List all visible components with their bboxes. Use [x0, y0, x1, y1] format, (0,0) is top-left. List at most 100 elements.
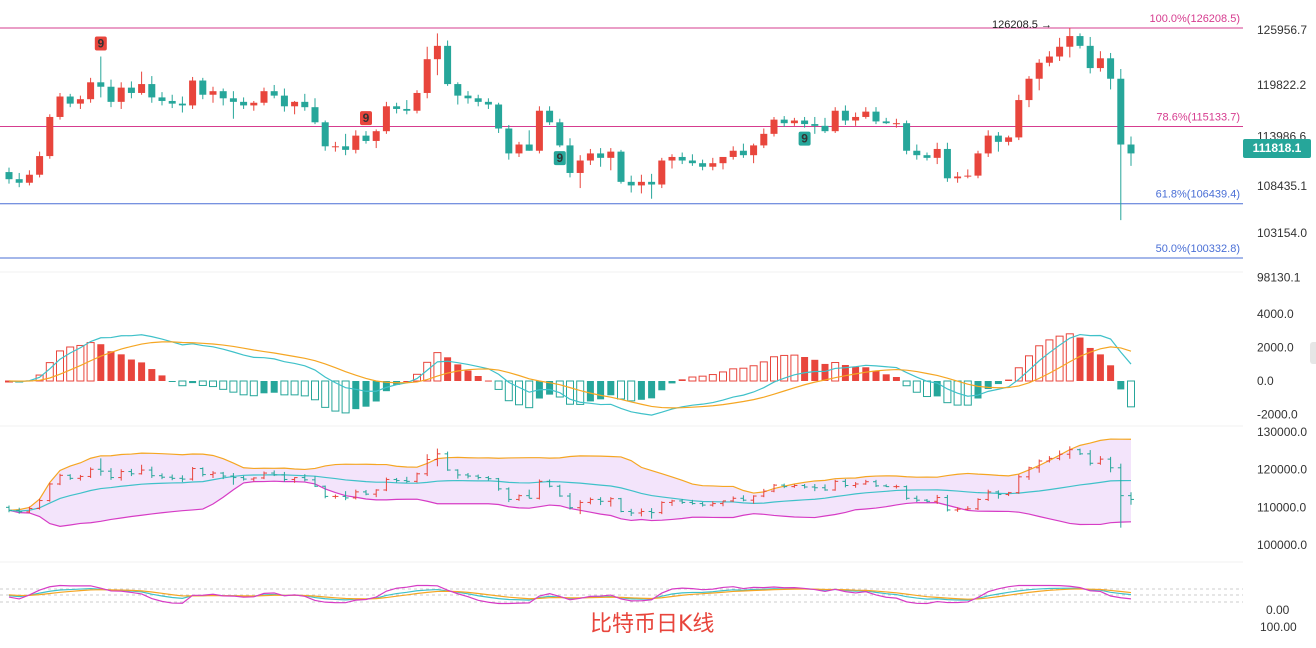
- candle-body: [270, 91, 278, 96]
- td-marker-text: 9: [97, 37, 104, 51]
- macd-histogram-bar: [801, 357, 809, 381]
- macd-histogram-bar: [76, 344, 85, 382]
- macd-histogram-bar: [239, 380, 248, 396]
- candle-body: [535, 110, 543, 151]
- candle-body: [138, 84, 146, 93]
- macd-histogram-bar: [178, 380, 187, 387]
- macd-histogram-bar: [708, 374, 717, 382]
- candle-body: [107, 86, 115, 102]
- candle-body: [811, 124, 819, 126]
- candle-body: [56, 96, 64, 117]
- macd-histogram-bar: [1117, 381, 1125, 390]
- candle-body: [678, 156, 686, 161]
- candle-body: [1025, 78, 1033, 101]
- candle-body: [1045, 56, 1053, 63]
- candle-body: [1066, 36, 1074, 47]
- candle-body: [311, 107, 319, 123]
- macd-histogram-bar: [403, 380, 411, 382]
- candle-body: [229, 98, 237, 102]
- candle-body: [331, 146, 339, 148]
- candle-body: [617, 151, 625, 182]
- td-marker-text: 9: [363, 111, 370, 125]
- macd-histogram-bar: [576, 380, 585, 405]
- candle-body: [413, 92, 421, 111]
- macd-histogram-bar: [790, 354, 799, 382]
- price-axis-tick: 108435.1: [1257, 179, 1307, 193]
- candle-body: [66, 96, 74, 104]
- macd-histogram-bar: [617, 380, 625, 400]
- candle-body: [250, 102, 258, 106]
- td-sequential-marker: [798, 131, 811, 146]
- price-axis-tick: 103154.0: [1257, 226, 1307, 240]
- macd-histogram-bar: [352, 381, 360, 410]
- candle-body: [872, 111, 880, 122]
- candle-body: [923, 155, 931, 158]
- candle-body: [5, 172, 13, 180]
- macd-histogram-bar: [811, 359, 819, 381]
- macd-histogram-bar: [739, 367, 748, 382]
- candle-body: [658, 160, 666, 185]
- kdj-axis-tick: 100.00: [1260, 620, 1297, 634]
- macd-histogram-bar: [597, 381, 605, 400]
- candle-body: [1035, 62, 1043, 79]
- last-price-tag: 111818.1: [1243, 139, 1311, 158]
- macd-histogram-bar: [1045, 339, 1054, 382]
- candle-body: [943, 148, 951, 179]
- macd-histogram-bar: [382, 381, 390, 392]
- td-sequential-marker: [360, 111, 372, 126]
- candle-body: [729, 150, 737, 157]
- candle-body: [76, 99, 84, 104]
- fib-level-label: 50.0%(100332.8): [1156, 243, 1240, 255]
- candle-body: [515, 144, 523, 154]
- macd-histogram-bar: [862, 367, 870, 381]
- candle-body: [882, 121, 890, 124]
- candle-body: [321, 122, 329, 147]
- candle-body: [699, 163, 707, 167]
- candle-body: [964, 175, 972, 177]
- candle-body: [362, 135, 370, 141]
- macd-histogram-bar: [189, 381, 197, 384]
- candle-body: [892, 123, 900, 125]
- macd-histogram-bar: [546, 381, 554, 395]
- candle-body: [178, 103, 186, 106]
- candle-body: [36, 156, 44, 175]
- macd-histogram-bar: [902, 380, 911, 387]
- boll-upper-band: [8, 438, 1132, 511]
- macd-histogram-bar: [1065, 333, 1074, 382]
- candle-body: [1056, 46, 1064, 57]
- macd-histogram-bar: [627, 380, 636, 402]
- panel-collapse-handle[interactable]: [1310, 342, 1316, 364]
- macd-histogram-bar: [260, 381, 268, 394]
- boll-axis-tick: 110000.0: [1257, 500, 1306, 514]
- macd-histogram-bar: [464, 370, 472, 381]
- td-marker-text: 9: [801, 132, 808, 146]
- macd-histogram-bar: [688, 376, 697, 382]
- candle-body: [1117, 78, 1125, 145]
- macd-histogram-bar: [107, 351, 115, 381]
- candle-body: [495, 104, 503, 129]
- kdj-j-line: [8, 584, 1132, 605]
- price-axis-tick: 119822.2: [1257, 78, 1306, 92]
- macd-histogram-bar: [974, 381, 982, 399]
- macd-axis-tick: -2000.0: [1257, 408, 1298, 422]
- candle-body: [801, 120, 809, 125]
- price-axis-tick: 98130.1: [1257, 271, 1301, 285]
- macd-histogram-bar: [454, 364, 462, 381]
- macd-histogram-bar: [1076, 337, 1084, 381]
- macd-histogram-bar: [433, 352, 442, 382]
- candle-body: [291, 101, 299, 107]
- macd-axis-tick: 2000.0: [1257, 341, 1294, 355]
- macd-histogram-bar: [97, 344, 105, 381]
- macd-histogram-bar: [555, 380, 564, 398]
- td-marker-text: 9: [556, 151, 563, 165]
- macd-histogram-bar: [280, 380, 289, 396]
- candle-body: [1015, 100, 1023, 138]
- kdj-axis-tick: 0.00: [1266, 603, 1290, 617]
- macd-histogram-bar: [1014, 367, 1023, 382]
- candle-body: [1076, 36, 1084, 46]
- candle-body: [444, 45, 452, 85]
- macd-histogram-bar: [300, 380, 309, 397]
- macd-histogram-bar: [311, 380, 319, 401]
- macd-histogram-bar: [1127, 380, 1135, 408]
- candle-body: [709, 163, 717, 167]
